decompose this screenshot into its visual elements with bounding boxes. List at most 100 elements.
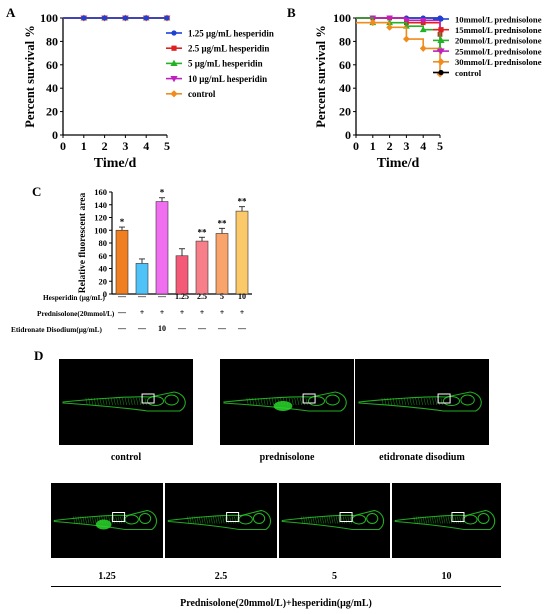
x-tick-label: 5 [164, 139, 170, 153]
treatment-cell: 10 [158, 324, 166, 333]
y-tick-label: 20 [99, 276, 108, 286]
y-tick-label: 120 [94, 213, 107, 223]
legend-label: 10 μg/mL hesperidin [188, 74, 267, 84]
y-tick-label: 100 [40, 11, 58, 25]
treatment-cell: — [138, 292, 146, 301]
legend-marker [437, 58, 445, 66]
significance-mark: ** [218, 218, 228, 228]
treatment-cell: + [139, 308, 145, 317]
panel-letter-c: C [32, 184, 42, 199]
x-tick-label: 2 [387, 139, 393, 153]
treatment-row-label: Prednisolone(20mmol/L) [37, 309, 115, 318]
bar-rect [215, 233, 229, 295]
treatment-cell: 10 [238, 292, 246, 301]
data-point [102, 15, 107, 21]
x-axis-title: Time/d [377, 156, 420, 171]
significance-mark: * [120, 217, 125, 227]
fish-image-top-1 [220, 359, 354, 445]
bar-rect [175, 255, 189, 295]
fish-caption: 5 [332, 571, 337, 582]
x-axis-title: Time/d [94, 156, 137, 171]
roi-box [302, 393, 316, 404]
legend-marker [170, 90, 178, 98]
zebrafish-larva-image [167, 509, 272, 531]
fish-caption: 2.5 [214, 571, 228, 582]
significance-mark: ** [198, 227, 208, 237]
bar-4: ** [195, 227, 209, 295]
roi-box [112, 512, 126, 522]
x-tick-label: 4 [143, 139, 149, 153]
zebrafish-larva-image [62, 391, 186, 412]
bar-6: ** [235, 197, 249, 295]
chart-b-series-4 [356, 19, 444, 78]
treatment-cell: 1.25 [175, 292, 189, 301]
y-tick-label: 0 [103, 289, 107, 299]
legend-label: 2.5 μg/mL hesperidin [188, 44, 269, 54]
zebrafish-larva-image [281, 509, 385, 531]
data-point [123, 15, 128, 21]
fish-image-bottom-3 [392, 483, 501, 558]
y-tick-label: 80 [339, 34, 351, 48]
y-tick-label: 40 [46, 81, 58, 95]
significance-mark: ** [238, 197, 248, 207]
treatment-cell: — [178, 324, 186, 333]
fish-image-top-0 [59, 359, 193, 445]
zebrafish-larva-image [53, 509, 158, 531]
roi-box [339, 512, 353, 522]
bar-2: * [155, 188, 169, 295]
legend-label: control [455, 68, 482, 78]
panel-letter-b: B [287, 5, 296, 20]
bar-1 [135, 258, 149, 295]
legend-label: 30mmol/L prednisolone [455, 57, 542, 67]
group-divider [51, 586, 501, 587]
roi-box [437, 393, 451, 404]
panel-letter-d: D [34, 348, 44, 363]
legend-label: 25mmol/L prednisolone [455, 46, 542, 56]
legend-label: control [188, 89, 216, 99]
group-caption: Prednisolone(20mmol/L)+hesperidin(μg/mL) [180, 598, 372, 609]
legend-marker [171, 30, 177, 36]
bar-rect [155, 201, 169, 295]
legend-marker [438, 69, 444, 76]
y-tick-label: 80 [46, 34, 58, 48]
bar-rect [115, 229, 129, 295]
fish-image-bottom-0 [51, 483, 163, 558]
y-tick-label: 60 [339, 58, 351, 72]
treatment-row-label: Etidronate Disodium(μg/mL) [11, 325, 102, 334]
chart-a-legend: 1.25 μg/mL hesperidin 2.5 μg/mL hesperidi… [166, 28, 274, 99]
legend-label: 5 μg/mL hesperidin [188, 59, 263, 69]
legend-marker [170, 76, 178, 83]
treatment-cell: + [159, 308, 165, 317]
legend-marker [171, 45, 177, 51]
legend-label: 15mmol/L prednisolone [455, 25, 542, 35]
data-point [419, 17, 427, 24]
fish-image-top-2 [355, 359, 489, 445]
treatment-cell: — [198, 324, 206, 333]
legend-marker [437, 36, 445, 43]
roi-box [451, 512, 465, 522]
x-tick-label: 0 [353, 139, 359, 153]
y-tick-label: 100 [333, 11, 351, 25]
legend-label: 1.25 μg/mL hesperidin [188, 28, 274, 38]
treatment-cell: + [199, 308, 205, 317]
bar-rect [235, 210, 249, 295]
data-point [386, 15, 393, 22]
x-tick-label: 4 [420, 139, 426, 153]
y-tick-label: 20 [46, 105, 58, 119]
treatment-cell: — [118, 292, 126, 301]
treatment-cell: + [179, 308, 185, 317]
roi-box [141, 393, 155, 404]
fish-caption: etidronate disodium [379, 452, 465, 463]
y-tick-label: 160 [94, 187, 107, 197]
data-point [143, 15, 149, 21]
panel-letter-a: A [6, 5, 16, 20]
data-point [164, 15, 170, 21]
zebrafish-larva-image [394, 509, 496, 531]
legend-marker [437, 48, 445, 55]
fish-caption: 10 [441, 571, 452, 582]
x-tick-label: 5 [437, 139, 443, 153]
treatment-cell: — [238, 324, 246, 333]
treatment-cell: — [158, 292, 166, 301]
data-point [419, 45, 427, 52]
